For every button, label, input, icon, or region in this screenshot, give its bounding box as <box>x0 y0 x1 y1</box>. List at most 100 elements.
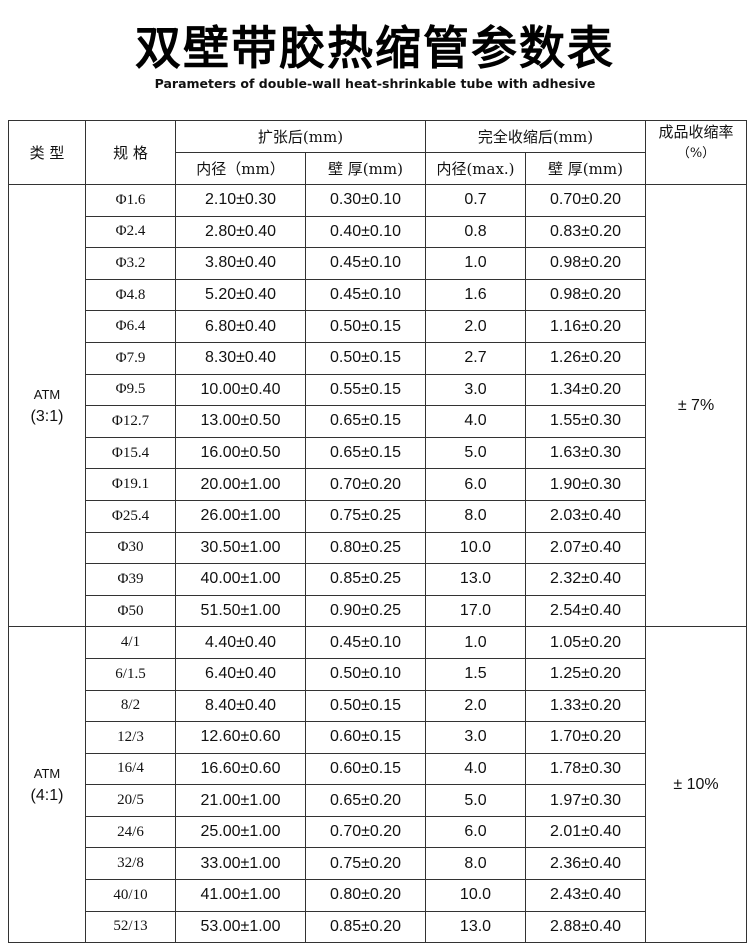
spec-cell: Φ19.1 <box>85 468 176 501</box>
expanded-wall-cell: 0.85±0.25 <box>305 563 426 596</box>
page-title: 双壁带胶热缩管参数表 <box>135 21 615 75</box>
recovered-wall-cell: 2.54±0.40 <box>525 594 646 628</box>
table-row: 32/8 33.00±1.00 0.75±0.20 8.0 2.36±0.40 <box>9 847 747 881</box>
expanded-id-cell: 53.00±1.00 <box>175 910 306 944</box>
expanded-id-cell: 6.40±0.40 <box>175 657 306 691</box>
expanded-wall-cell: 0.30±0.10 <box>305 184 426 217</box>
table-row: Φ15.4 16.00±0.50 0.65±0.15 5.0 1.63±0.30 <box>9 436 747 470</box>
recovered-wall-cell: 1.78±0.30 <box>525 752 646 786</box>
expanded-id-cell: 20.00±1.00 <box>175 468 306 501</box>
expanded-wall-cell: 0.75±0.25 <box>305 499 426 533</box>
spec-cell: 20/5 <box>85 784 176 817</box>
expanded-wall-cell: 0.80±0.25 <box>305 531 426 565</box>
header-rec-id: 内径(max.) <box>425 152 526 185</box>
type-name: ATM <box>33 386 61 402</box>
expanded-wall-cell: 0.85±0.20 <box>305 910 426 944</box>
header-type: 类 型 <box>8 120 86 185</box>
expanded-id-cell: 4.40±0.40 <box>175 626 306 659</box>
recovered-id-cell: 2.0 <box>425 310 526 343</box>
expanded-id-cell: 40.00±1.00 <box>175 563 306 596</box>
spec-cell: Φ12.7 <box>85 405 176 438</box>
table-row: Φ12.7 13.00±0.50 0.65±0.15 4.0 1.55±0.30 <box>9 405 747 438</box>
recovered-id-cell: 10.0 <box>425 531 526 565</box>
spec-cell: Φ39 <box>85 563 176 596</box>
shrink-rate-cell: ± 7% <box>645 183 747 628</box>
expanded-id-cell: 33.00±1.00 <box>175 847 306 881</box>
spec-cell: Φ1.6 <box>85 184 176 217</box>
recovered-id-cell: 2.0 <box>425 689 526 723</box>
parameter-table: 类 型 规 格 扩张后(mm) 完全收缩后(mm) 成品收缩率 （%） 内径（m… <box>8 120 747 944</box>
table-row: Φ39 40.00±1.00 0.85±0.25 13.0 2.32±0.40 <box>9 563 747 596</box>
expanded-id-cell: 12.60±0.60 <box>175 721 306 754</box>
header-spec: 规 格 <box>85 120 176 185</box>
expanded-wall-cell: 0.75±0.20 <box>305 847 426 881</box>
recovered-id-cell: 2.7 <box>425 341 526 375</box>
expanded-id-cell: 8.40±0.40 <box>175 689 306 723</box>
recovered-id-cell: 1.6 <box>425 278 526 312</box>
expanded-wall-cell: 0.70±0.20 <box>305 468 426 501</box>
recovered-id-cell: 10.0 <box>425 879 526 912</box>
expanded-id-cell: 16.60±0.60 <box>175 752 306 786</box>
spec-cell: Φ2.4 <box>85 215 176 249</box>
expanded-wall-cell: 0.40±0.10 <box>305 215 426 249</box>
expanded-wall-cell: 0.65±0.15 <box>305 405 426 438</box>
recovered-wall-cell: 1.70±0.20 <box>525 721 646 754</box>
recovered-id-cell: 1.0 <box>425 247 526 280</box>
spec-cell: 40/10 <box>85 879 176 912</box>
expanded-wall-cell: 0.45±0.10 <box>305 626 426 659</box>
type-cell: ATM (4:1) <box>8 626 86 944</box>
table-row: Φ25.4 26.00±1.00 0.75±0.25 8.0 2.03±0.40 <box>9 499 747 533</box>
expanded-id-cell: 25.00±1.00 <box>175 815 306 849</box>
expanded-wall-cell: 0.80±0.20 <box>305 879 426 912</box>
recovered-id-cell: 0.7 <box>425 184 526 217</box>
type-ratio: (3:1) <box>30 407 64 425</box>
expanded-id-cell: 26.00±1.00 <box>175 499 306 533</box>
table-row: 40/10 41.00±1.00 0.80±0.20 10.0 2.43±0.40 <box>9 879 747 912</box>
recovered-wall-cell: 1.16±0.20 <box>525 310 646 343</box>
recovered-id-cell: 6.0 <box>425 468 526 501</box>
expanded-wall-cell: 0.50±0.15 <box>305 341 426 375</box>
expanded-wall-cell: 0.65±0.20 <box>305 784 426 817</box>
table-row: Φ6.4 6.80±0.40 0.50±0.15 2.0 1.16±0.20 <box>9 310 747 343</box>
recovered-wall-cell: 2.88±0.40 <box>525 910 646 944</box>
recovered-wall-cell: 1.63±0.30 <box>525 436 646 470</box>
table-row: Φ7.9 8.30±0.40 0.50±0.15 2.7 1.26±0.20 <box>9 341 747 375</box>
expanded-wall-cell: 0.55±0.15 <box>305 373 426 407</box>
table-row: 24/6 25.00±1.00 0.70±0.20 6.0 2.01±0.40 <box>9 815 747 849</box>
recovered-id-cell: 4.0 <box>425 405 526 438</box>
expanded-wall-cell: 0.45±0.10 <box>305 247 426 280</box>
spec-cell: Φ30 <box>85 531 176 565</box>
spec-cell: 12/3 <box>85 721 176 754</box>
recovered-wall-cell: 0.70±0.20 <box>525 184 646 217</box>
shrink-rate-cell: ± 10% <box>645 626 747 944</box>
header-shrink-rate-label: 成品收缩率 <box>658 123 734 141</box>
expanded-wall-cell: 0.50±0.10 <box>305 657 426 691</box>
spec-cell: Φ7.9 <box>85 341 176 375</box>
recovered-wall-cell: 1.05±0.20 <box>525 626 646 659</box>
recovered-wall-cell: 1.34±0.20 <box>525 373 646 407</box>
spec-cell: Φ6.4 <box>85 310 176 343</box>
expanded-id-cell: 2.80±0.40 <box>175 215 306 249</box>
type-cell: ATM (3:1) <box>8 183 86 628</box>
expanded-id-cell: 30.50±1.00 <box>175 531 306 565</box>
spec-cell: Φ15.4 <box>85 436 176 470</box>
recovered-wall-cell: 1.55±0.30 <box>525 405 646 438</box>
table-row: ATM (3:1) Φ1.6 2.10±0.30 0.30±0.10 0.7 0.70±0.… <box>8 183 747 628</box>
expanded-wall-cell: 0.70±0.20 <box>305 815 426 849</box>
expanded-wall-cell: 0.60±0.15 <box>305 752 426 786</box>
spec-cell: Φ25.4 <box>85 499 176 533</box>
spec-cell: Φ50 <box>85 594 176 628</box>
table-row: 16/4 16.60±0.60 0.60±0.15 4.0 1.78±0.30 <box>9 752 747 786</box>
recovered-id-cell: 17.0 <box>425 594 526 628</box>
recovered-wall-cell: 0.83±0.20 <box>525 215 646 249</box>
recovered-wall-cell: 0.98±0.20 <box>525 278 646 312</box>
type-name: ATM <box>33 765 61 781</box>
spec-cell: Φ3.2 <box>85 247 176 280</box>
spec-cell: 4/1 <box>85 626 176 659</box>
expanded-wall-cell: 0.45±0.10 <box>305 278 426 312</box>
recovered-wall-cell: 0.98±0.20 <box>525 247 646 280</box>
expanded-wall-cell: 0.50±0.15 <box>305 689 426 723</box>
spec-cell: Φ9.5 <box>85 373 176 407</box>
table-row: ATM (4:1) 4/1 4.40±0.40 0.45±0.10 1.0 1.05±0.2… <box>8 626 747 944</box>
expanded-wall-cell: 0.65±0.15 <box>305 436 426 470</box>
